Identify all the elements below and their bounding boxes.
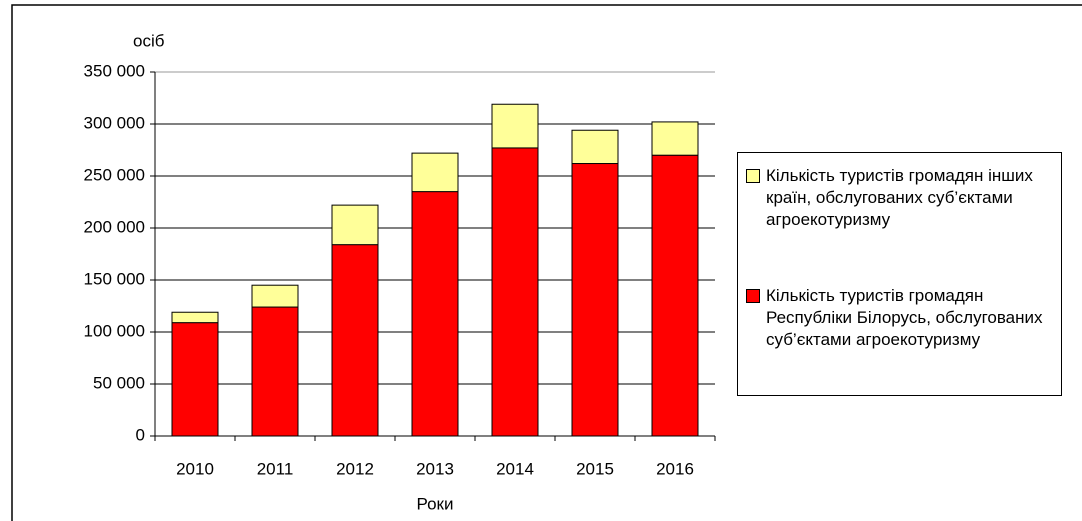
- bar-segment: [331, 204, 379, 246]
- y-tick-label: 0: [136, 425, 145, 444]
- y-axis-title: осіб: [133, 31, 165, 50]
- y-tick-label: 50 000: [93, 373, 145, 392]
- legend-item: Кількість туристів громадян Республіки Б…: [746, 285, 1058, 351]
- bar-segment: [491, 103, 539, 149]
- x-tick-label: 2013: [416, 459, 454, 478]
- legend-swatch: [746, 169, 760, 183]
- x-tick-label: 2016: [656, 459, 694, 478]
- x-tick-label: 2011: [257, 459, 294, 478]
- x-tick-label: 2010: [176, 459, 214, 478]
- legend-label: Кількість туристів громадян інших країн,…: [766, 166, 1033, 229]
- legend-swatch: [746, 289, 760, 303]
- bar-segment: [331, 244, 379, 437]
- bar-segment: [411, 191, 459, 437]
- chart-border: [11, 4, 1082, 521]
- bar-segment: [651, 121, 699, 156]
- y-tick-label: 150 000: [84, 269, 145, 288]
- legend: Кількість туристів громадян інших країн,…: [737, 152, 1062, 396]
- y-tick-label: 250 000: [84, 165, 145, 184]
- y-tick-label: 350 000: [84, 61, 145, 80]
- bar-segment: [171, 311, 219, 324]
- legend-label: Кількість туристів громадян Республіки Б…: [766, 286, 1043, 349]
- y-tick-label: 200 000: [84, 217, 145, 236]
- bar-segment: [571, 129, 619, 165]
- bar-segment: [251, 306, 299, 437]
- bar-segment: [411, 152, 459, 193]
- y-tick-label: 100 000: [84, 321, 145, 340]
- y-tick-label: 300 000: [84, 113, 145, 132]
- legend-item: Кількість туристів громадян інших країн,…: [746, 165, 1058, 231]
- x-axis-title: Роки: [417, 494, 454, 513]
- x-tick-label: 2015: [576, 459, 614, 478]
- bar-segment: [251, 284, 299, 308]
- bar-segment: [571, 163, 619, 437]
- x-tick-label: 2014: [496, 459, 534, 478]
- bar-segment: [491, 147, 539, 437]
- bar-segment: [171, 322, 219, 437]
- bar-segment: [651, 154, 699, 437]
- x-tick-label: 2012: [336, 459, 374, 478]
